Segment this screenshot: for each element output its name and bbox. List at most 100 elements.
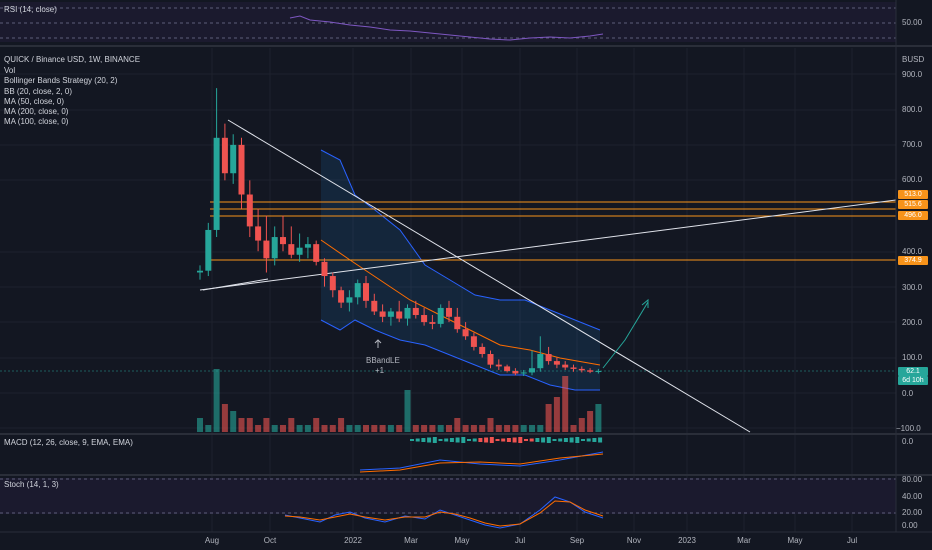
volume-bar — [304, 425, 311, 432]
volume-bar — [537, 425, 544, 432]
volume-bars — [197, 369, 602, 432]
macd-histogram-bar — [518, 437, 523, 443]
indicator-bb[interactable]: BB (20, close, 2, 0) — [4, 86, 73, 96]
macd-histogram-bar — [427, 437, 432, 443]
volume-bar — [230, 411, 237, 432]
candle-body — [404, 307, 411, 319]
volume-bar — [404, 390, 411, 432]
candle-body — [495, 364, 502, 367]
time-tick: Jul — [846, 536, 858, 545]
macd-histogram-bar — [410, 439, 414, 441]
macd-histogram-bar — [455, 437, 460, 443]
indicator-vol[interactable]: Vol — [4, 66, 16, 75]
macd-histogram-bar — [438, 439, 443, 441]
price-tick: 0.0 — [902, 389, 914, 398]
macd-histogram-bar — [546, 437, 551, 443]
candle-body — [545, 354, 552, 362]
time-tick: Aug — [204, 536, 220, 545]
volume-bar — [512, 425, 519, 432]
time-tick: May — [787, 536, 803, 545]
macd-histogram-bar — [478, 438, 483, 442]
stoch-axis-label: 40.00 — [902, 492, 923, 501]
candle-body — [396, 311, 403, 319]
price-tick: 200.0 — [902, 318, 923, 327]
candle-body — [454, 316, 461, 330]
macd-histogram-bar — [506, 438, 511, 442]
candle-body — [421, 315, 428, 323]
rsi-axis-label: 50.00 — [902, 18, 923, 27]
macd-histogram-bar — [461, 437, 466, 443]
candle-body — [213, 137, 220, 230]
symbol-title: QUICK / Binance USD, 1W, BINANCE — [4, 55, 141, 64]
macd-histogram-bar — [467, 439, 471, 441]
grid-lines — [0, 48, 896, 532]
macd-histogram-bar — [432, 437, 437, 443]
volume-bar — [504, 425, 511, 432]
volume-bar — [363, 425, 369, 432]
volume-bar — [421, 425, 428, 432]
volume-bar — [570, 425, 577, 432]
volume-bar — [271, 425, 278, 432]
candle-body — [537, 354, 544, 369]
rsi-pane — [0, 2, 896, 42]
stoch-axis-label: 0.00 — [902, 521, 918, 530]
price-tag: 513.0 — [898, 190, 928, 199]
volume-bar — [338, 418, 345, 432]
volume-bar — [446, 425, 452, 432]
volume-bar — [437, 425, 444, 432]
candle-body — [338, 290, 345, 303]
candle-body — [553, 361, 560, 365]
price-tick: 800.0 — [902, 105, 923, 114]
volume-bar — [454, 418, 461, 432]
candle-body — [504, 366, 511, 372]
rsi-line — [289, 15, 604, 41]
candle-body — [570, 367, 577, 369]
macd-signal-line — [359, 453, 604, 473]
bb-upper — [320, 149, 601, 331]
candle-body — [313, 244, 320, 262]
candle-body — [329, 276, 336, 291]
time-tick: 2022 — [344, 536, 362, 545]
time-tick: 2023 — [678, 536, 696, 545]
currency-label: BUSD — [902, 55, 925, 64]
projection-arrowhead — [641, 298, 649, 308]
volume-bar — [197, 418, 203, 432]
price-tick: 900.0 — [902, 70, 923, 79]
rsi-band — [0, 2, 896, 42]
volume-bar — [280, 425, 286, 432]
volume-bar — [213, 369, 220, 432]
candle-body — [230, 144, 237, 174]
descending-trendline — [227, 119, 751, 433]
indicator-ma200[interactable]: MA (200, close, 0) — [4, 107, 69, 117]
indicator-bb-strategy[interactable]: Bollinger Bands Strategy (20, 2) — [4, 76, 118, 86]
macd-histogram-bar — [598, 437, 603, 443]
candle-body — [271, 237, 278, 259]
candle-body — [479, 346, 486, 355]
volume-bar — [296, 425, 303, 432]
volume-bar — [321, 425, 328, 432]
stoch-d-line — [284, 500, 604, 527]
macd-histogram-bar — [569, 437, 574, 443]
volume-bar — [371, 425, 378, 432]
macd-histogram-bar — [495, 439, 500, 441]
price-tag: 374.9 — [898, 256, 928, 265]
candle-body — [487, 354, 494, 365]
candle-body — [578, 368, 585, 371]
ascending-trendline — [199, 199, 897, 291]
indicator-ma100[interactable]: MA (100, close, 0) — [4, 117, 69, 127]
indicator-ma50[interactable]: MA (50, close, 0) — [4, 96, 65, 106]
volume-bar — [545, 404, 552, 432]
macd-histogram-bar — [421, 438, 426, 442]
volume-bar — [263, 418, 270, 432]
candle-body — [429, 322, 436, 324]
bb-lower — [320, 319, 600, 391]
volume-bar — [288, 418, 295, 432]
indicator-list: Vol Bollinger Bands Strategy (20, 2) BB … — [4, 66, 117, 128]
time-tick: Mar — [737, 536, 751, 545]
candle-body — [587, 370, 594, 372]
volume-bar — [387, 425, 394, 432]
countdown-tag: 6d 10h — [898, 376, 928, 385]
volume-bar — [346, 425, 353, 432]
support-line — [202, 278, 269, 291]
